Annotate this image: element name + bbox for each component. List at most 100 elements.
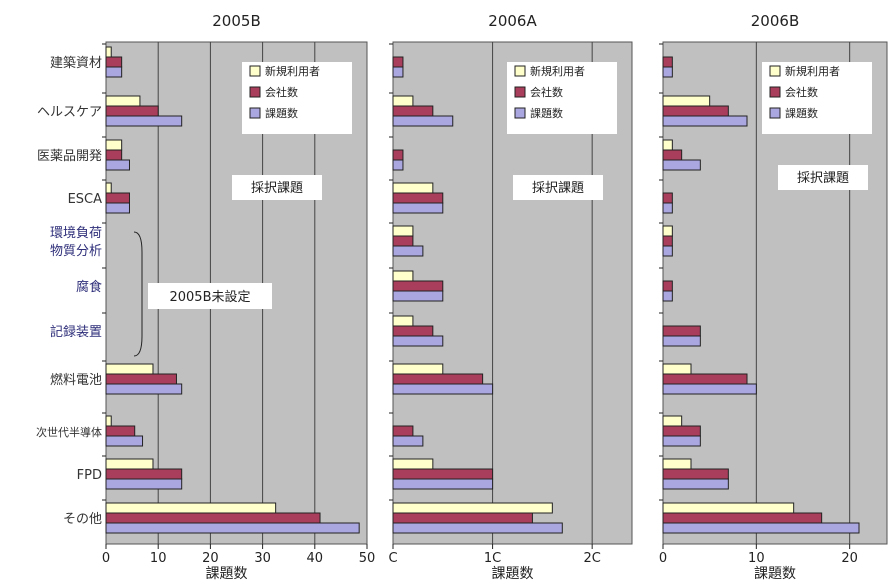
bar-会社数	[662, 468, 729, 480]
legend-swatch	[514, 65, 526, 77]
bar-会社数	[392, 192, 444, 204]
bar-会社数	[392, 235, 414, 247]
x-axis-label: 課題数	[206, 566, 248, 582]
legend-label: 会社数	[785, 85, 818, 99]
legend-swatch	[769, 65, 781, 77]
x-axis-label: 課題数	[492, 566, 534, 582]
bar-新規利用者	[105, 46, 112, 58]
category-label: 建築資材	[50, 56, 102, 71]
x-tick-label: C	[388, 551, 397, 566]
legend-label: 会社数	[530, 85, 563, 99]
category-label: その他	[63, 512, 102, 527]
category-label: 腐食	[76, 279, 102, 295]
bracket-label-box	[148, 283, 272, 309]
bar-課題数	[105, 66, 123, 78]
bar-課題数	[662, 335, 701, 347]
bar-会社数	[105, 512, 321, 524]
legend-swatch	[514, 107, 526, 119]
bar-新規利用者	[105, 139, 123, 151]
panel-title: 2006A	[488, 12, 537, 30]
bar-会社数	[392, 373, 484, 385]
legend-label: 新規利用者	[785, 64, 840, 78]
bar-課題数	[392, 245, 424, 257]
bar-会社数	[392, 325, 434, 337]
category-label: ESCA	[68, 192, 103, 207]
legend-swatch	[769, 86, 781, 98]
x-tick-label: 2C	[583, 551, 600, 566]
bar-会社数	[105, 468, 183, 480]
annotation-box	[513, 175, 603, 200]
bar-課題数	[392, 290, 444, 302]
category-label: ヘルスケア	[37, 105, 102, 120]
bar-会社数	[105, 373, 177, 385]
unset-bracket	[133, 231, 143, 357]
x-tick-label: 50	[359, 551, 376, 566]
bar-会社数	[662, 373, 748, 385]
x-tick-label: 20	[202, 551, 219, 566]
x-tick-label: 1C	[484, 551, 501, 566]
bar-課題数	[662, 159, 701, 171]
bar-課題数	[662, 522, 860, 534]
x-tick-label: 30	[254, 551, 271, 566]
bar-課題数	[662, 435, 701, 447]
x-tick-label: 20	[841, 551, 858, 566]
annotation-label: 採択課題	[797, 170, 849, 186]
x-tick-label: 0	[659, 551, 667, 566]
legend-swatch	[514, 86, 526, 98]
category-label: 記録装置	[50, 324, 102, 340]
annotation-box	[232, 175, 322, 200]
bar-会社数	[392, 512, 533, 524]
bar-新規利用者	[392, 315, 414, 327]
bar-課題数	[392, 66, 404, 78]
bar-課題数	[105, 435, 144, 447]
category-label: 医薬品開発	[37, 149, 102, 164]
bar-課題数	[105, 478, 183, 490]
bar-新規利用者	[662, 95, 711, 107]
bar-課題数	[662, 245, 673, 257]
legend-label: 新規利用者	[265, 64, 320, 78]
bar-課題数	[662, 290, 673, 302]
bar-会社数	[392, 425, 414, 437]
bar-会社数	[662, 192, 673, 204]
bar-新規利用者	[392, 182, 434, 194]
bar-課題数	[105, 159, 130, 171]
bar-課題数	[662, 202, 673, 214]
bar-会社数	[105, 149, 123, 161]
bar-新規利用者	[105, 458, 154, 470]
bar-会社数	[105, 192, 130, 204]
bar-課題数	[105, 522, 360, 534]
bar-新規利用者	[105, 502, 277, 514]
bar-新規利用者	[105, 182, 112, 194]
x-tick-label: 10	[748, 551, 765, 566]
bar-会社数	[392, 149, 404, 161]
legend-label: 課題数	[265, 106, 298, 120]
x-tick-label: 0	[102, 551, 110, 566]
bar-新規利用者	[662, 502, 795, 514]
bar-会社数	[662, 149, 683, 161]
category-label: 環境負荷	[50, 226, 102, 241]
bar-新規利用者	[105, 95, 141, 107]
bar-新規利用者	[105, 363, 154, 375]
bar-課題数	[662, 115, 748, 127]
bar-課題数	[392, 202, 444, 214]
panel-title: 2005B	[212, 12, 260, 30]
bar-課題数	[392, 522, 563, 534]
bar-会社数	[105, 425, 136, 437]
x-tick-label: 40	[307, 551, 324, 566]
bar-新規利用者	[392, 95, 414, 107]
bar-新規利用者	[392, 458, 434, 470]
bar-新規利用者	[662, 139, 673, 151]
bar-課題数	[392, 115, 454, 127]
legend-swatch	[249, 107, 261, 119]
x-tick-label: 10	[150, 551, 167, 566]
annotation-box	[778, 165, 868, 190]
bar-新規利用者	[392, 502, 553, 514]
bar-課題数	[105, 115, 183, 127]
bar-課題数	[392, 335, 444, 347]
bar-会社数	[662, 56, 673, 68]
bar-会社数	[662, 235, 673, 247]
bar-新規利用者	[392, 363, 444, 375]
bar-新規利用者	[392, 225, 414, 237]
legend-swatch	[249, 65, 261, 77]
